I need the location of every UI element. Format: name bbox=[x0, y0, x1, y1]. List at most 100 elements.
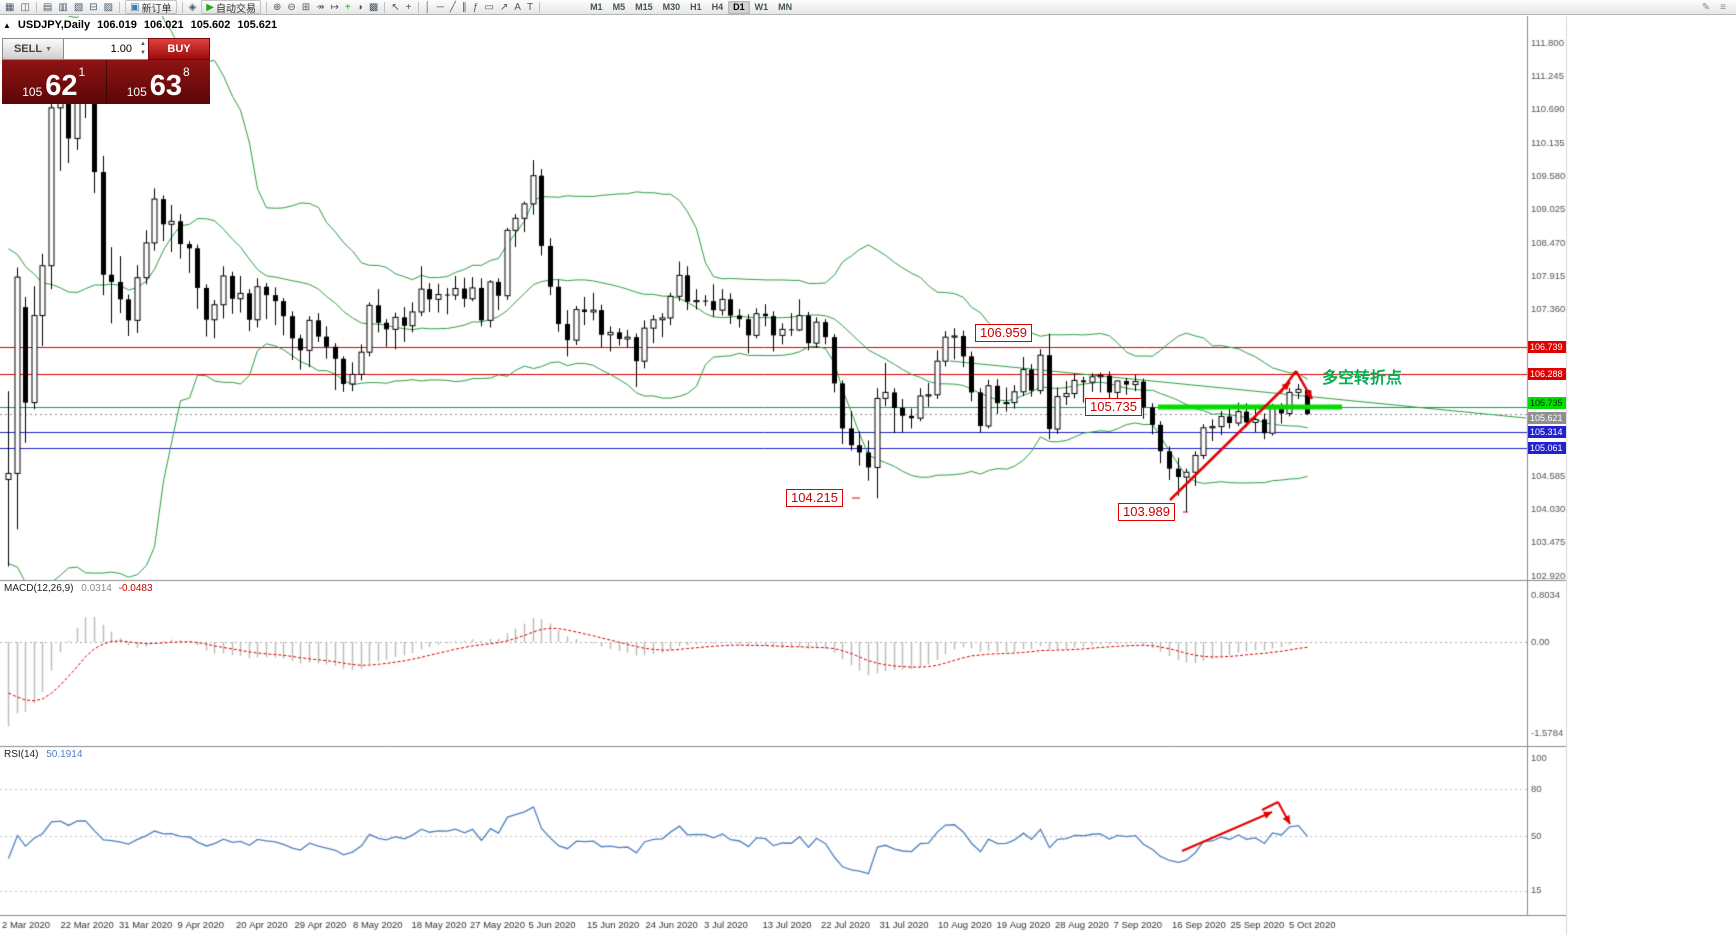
autotrading-button-label: 自动交易 bbox=[215, 3, 256, 15]
timeframe-d1[interactable]: D1 bbox=[728, 0, 750, 14]
profiles-icon[interactable]: ◫ bbox=[17, 1, 32, 14]
toolbar-separator bbox=[384, 1, 386, 13]
price-callout-level: 105.735 bbox=[1085, 398, 1142, 416]
price-divider bbox=[105, 60, 107, 104]
shapes-icon: ▭ bbox=[484, 1, 494, 13]
market-watch-icon[interactable]: ▤ bbox=[40, 1, 55, 14]
channel-icon[interactable]: ∥ bbox=[459, 1, 470, 14]
price-marker-105.314: 105.314 bbox=[1528, 426, 1566, 439]
menu-icon[interactable]: ≡ bbox=[1720, 1, 1726, 13]
timeframe-m1[interactable]: M1 bbox=[590, 1, 603, 12]
quote-open: 106.019 bbox=[97, 19, 137, 31]
crosshair-icon: + bbox=[405, 1, 412, 13]
toolbar: ▦ ◫ ▤ ▥ ▧ ⊟ ▨ ▣ 新订单 ◈ ▶ 自动交易 ⊕ ⊖ ⊞ ↠ ↦ + ◑ ▩ ↖ + │ ─ ╱ ∥ ƒ ▭ ↗ A T M1 M5… bbox=[0, 0, 1736, 15]
arrows-icon: ↗ bbox=[499, 1, 509, 13]
strategy-tester-icon: ▨ bbox=[103, 1, 114, 13]
volume-value: 1.00 bbox=[110, 43, 132, 55]
channel-icon: ∥ bbox=[461, 1, 467, 13]
terminal-icon[interactable]: ⊟ bbox=[86, 1, 100, 14]
stepper-down-icon[interactable]: ▼ bbox=[140, 50, 146, 56]
buy-price[interactable]: 105 63 8 bbox=[107, 60, 211, 104]
new-chart-icon: ▦ bbox=[5, 1, 15, 13]
volume-input[interactable]: 1.00 ▲ ▼ bbox=[64, 38, 148, 60]
new-chart-icon[interactable]: ▦ bbox=[2, 1, 17, 14]
navigator-icon: ▧ bbox=[73, 1, 84, 13]
data-window-icon: ▥ bbox=[58, 1, 68, 13]
fibonacci-icon: ƒ bbox=[472, 1, 479, 13]
vertical-line-icon: │ bbox=[424, 1, 431, 13]
sell-price[interactable]: 105 62 1 bbox=[2, 60, 106, 104]
horizontal-line-icon: ─ bbox=[436, 1, 444, 13]
volume-stepper[interactable]: ▲ ▼ bbox=[140, 40, 146, 58]
price-callout-low-july: 104.215 bbox=[786, 489, 843, 507]
templates-icon[interactable]: ▩ bbox=[366, 1, 381, 14]
rsi-indicator-header: RSI(14) 50.1914 bbox=[4, 749, 82, 760]
navigator-icon[interactable]: ▧ bbox=[71, 1, 86, 14]
autotrading-icon: ▶ bbox=[206, 1, 214, 13]
arrows-icon[interactable]: ↗ bbox=[497, 1, 511, 14]
metaeditor-icon: ◈ bbox=[188, 1, 197, 13]
quote-low: 105.602 bbox=[190, 19, 231, 31]
timeframe-h1[interactable]: H1 bbox=[690, 1, 702, 12]
sell-price-small: 105 bbox=[22, 85, 43, 99]
turning-point-annotation: 多空转折点 bbox=[1322, 370, 1403, 387]
market-watch-icon: ▤ bbox=[42, 1, 53, 13]
periods-icon[interactable]: ◑ bbox=[354, 1, 366, 14]
timeframe-w1[interactable]: W1 bbox=[754, 1, 769, 12]
zoom-out-icon: ⊖ bbox=[287, 1, 296, 13]
trendline-icon[interactable]: ╱ bbox=[447, 1, 459, 14]
indicators-icon: + bbox=[344, 1, 351, 13]
zoom-out-icon[interactable]: ⊖ bbox=[284, 1, 298, 14]
macd-title: MACD(12,26,9) bbox=[4, 583, 74, 594]
rsi-title: RSI(14) bbox=[4, 749, 39, 760]
sell-button-label: SELL bbox=[13, 43, 43, 55]
price-callout-high: 106.959 bbox=[975, 324, 1032, 342]
chevron-down-icon: ▼ bbox=[45, 45, 53, 53]
timeframe-m5[interactable]: M5 bbox=[612, 1, 626, 12]
toolbar-separator bbox=[265, 1, 267, 13]
auto-scroll-icon[interactable]: ↠ bbox=[313, 1, 327, 14]
new-order-icon: ▣ bbox=[130, 1, 140, 13]
chart-shift-icon[interactable]: ↦ bbox=[328, 1, 342, 14]
shapes-icon[interactable]: ▭ bbox=[481, 1, 496, 14]
new-order-button[interactable]: ▣ 新订单 bbox=[125, 0, 177, 15]
trendline-icon: ╱ bbox=[449, 1, 456, 13]
templates-icon: ▩ bbox=[368, 1, 379, 13]
sell-button[interactable]: SELL ▼ bbox=[2, 38, 64, 60]
tile-windows-icon[interactable]: ⊞ bbox=[299, 1, 313, 14]
timeframe-m30[interactable]: M30 bbox=[662, 1, 681, 12]
quote-line: ▲ USDJPY,Daily 106.019 106.021 105.602 1… bbox=[3, 19, 277, 32]
zoom-in-icon[interactable]: ⊕ bbox=[270, 1, 284, 14]
edit-icon[interactable]: ✎ bbox=[1701, 1, 1711, 13]
text-label-icon: T bbox=[526, 1, 534, 13]
timeframe-mn[interactable]: MN bbox=[778, 1, 793, 12]
indicators-icon[interactable]: + bbox=[342, 1, 354, 14]
chart-shift-icon: ↦ bbox=[330, 1, 339, 13]
text-label-icon[interactable]: T bbox=[524, 1, 536, 14]
text-icon[interactable]: A bbox=[511, 1, 524, 14]
macd-signal-value: -0.0483 bbox=[118, 583, 153, 594]
cursor-icon[interactable]: ↖ bbox=[388, 1, 402, 14]
buy-price-sup: 8 bbox=[183, 65, 190, 79]
crosshair-icon[interactable]: + bbox=[403, 1, 415, 14]
profiles-icon: ◫ bbox=[20, 1, 30, 13]
timeframe-m15[interactable]: M15 bbox=[635, 1, 653, 12]
autotrading-button[interactable]: ▶ 自动交易 bbox=[201, 0, 261, 15]
toolbar-right-icons: ✎ ≡ bbox=[1702, 2, 1734, 13]
sell-price-sup: 1 bbox=[78, 65, 86, 79]
sell-price-big: 62 bbox=[45, 70, 78, 102]
rsi-value: 50.1914 bbox=[46, 749, 83, 760]
strategy-tester-icon[interactable]: ▨ bbox=[101, 1, 116, 14]
one-click-trading-panel: SELL ▼ 1.00 ▲ ▼ BUY 105 62 1 105 63 8 bbox=[2, 38, 210, 104]
horizontal-line-icon[interactable]: ─ bbox=[434, 1, 447, 14]
stepper-up-icon[interactable]: ▲ bbox=[140, 41, 146, 47]
buy-button[interactable]: BUY bbox=[148, 38, 210, 60]
terminal-icon: ⊟ bbox=[89, 1, 98, 13]
cursor-icon: ↖ bbox=[391, 1, 400, 13]
timeframe-h4[interactable]: H4 bbox=[711, 1, 724, 12]
metaeditor-icon[interactable]: ◈ bbox=[186, 1, 200, 14]
vertical-line-icon[interactable]: │ bbox=[422, 1, 434, 14]
data-window-icon[interactable]: ▥ bbox=[55, 1, 70, 14]
fibonacci-icon[interactable]: ƒ bbox=[470, 1, 482, 14]
